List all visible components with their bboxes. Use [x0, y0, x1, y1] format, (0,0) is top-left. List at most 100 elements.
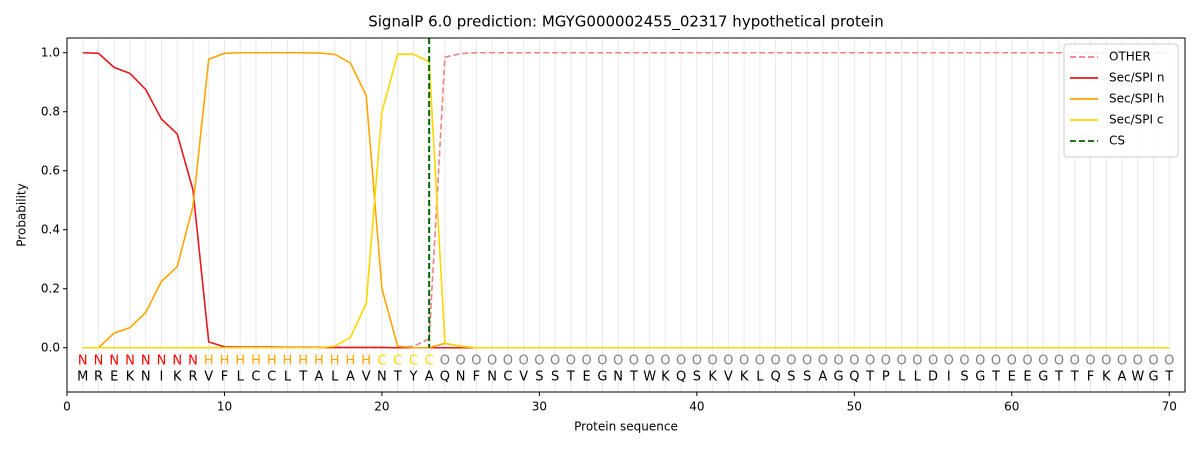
- residue: A: [346, 370, 355, 385]
- residue: T: [1070, 370, 1079, 385]
- residue: V: [724, 370, 733, 385]
- region-label: O: [1133, 354, 1143, 369]
- residue: D: [928, 370, 938, 385]
- x-tick-label: 10: [217, 400, 232, 414]
- region-label: O: [802, 354, 812, 369]
- x-tick-label: 30: [532, 400, 547, 414]
- region-label: O: [471, 354, 481, 369]
- region-label: O: [959, 354, 969, 369]
- region-label: C: [425, 354, 434, 369]
- x-tick-label: 0: [63, 400, 71, 414]
- region-label: O: [928, 354, 938, 369]
- residue: L: [331, 370, 339, 385]
- series-line: [82, 51, 1170, 349]
- region-label: H: [361, 354, 371, 369]
- region-label: C: [409, 354, 418, 369]
- residue: Q: [770, 370, 780, 385]
- region-label: O: [440, 354, 450, 369]
- x-tick-label: 60: [1004, 400, 1019, 414]
- region-label: O: [534, 354, 544, 369]
- residue: G: [597, 370, 607, 385]
- residue: K: [126, 370, 135, 385]
- residue: C: [251, 370, 260, 385]
- plot-frame: [66, 37, 1186, 393]
- region-label: C: [393, 354, 402, 369]
- residue: K: [708, 370, 717, 385]
- x-tick-label: 70: [1162, 400, 1177, 414]
- residue: L: [898, 370, 906, 385]
- region-label: H: [346, 354, 356, 369]
- chart-title: SignalP 6.0 prediction: MGYG000002455_02…: [368, 13, 884, 32]
- region-label: N: [94, 354, 104, 369]
- residue: T: [298, 370, 307, 385]
- residue: K: [1102, 370, 1111, 385]
- residue: K: [173, 370, 182, 385]
- region-label: N: [109, 354, 119, 369]
- y-axis-label: Probability: [15, 183, 29, 246]
- region-label: O: [739, 354, 749, 369]
- region-label: O: [1007, 354, 1017, 369]
- residue: G: [975, 370, 985, 385]
- region-label: O: [881, 354, 891, 369]
- residue: V: [204, 370, 213, 385]
- region-label: O: [786, 354, 796, 369]
- residue: C: [267, 370, 276, 385]
- legend-label: CS: [1109, 134, 1125, 148]
- residue: T: [629, 370, 638, 385]
- region-label: O: [613, 354, 623, 369]
- region-label: O: [1054, 354, 1064, 369]
- legend-label: Sec/SPI n: [1109, 71, 1164, 85]
- residue: A: [314, 370, 323, 385]
- residue: N: [377, 370, 387, 385]
- residue: F: [221, 370, 228, 385]
- region-label: H: [267, 354, 277, 369]
- region-label: N: [141, 354, 151, 369]
- series-line: [82, 53, 1170, 349]
- residue: N: [141, 370, 151, 385]
- region-label: O: [582, 354, 592, 369]
- legend-label: OTHER: [1109, 50, 1151, 64]
- residue: K: [661, 370, 670, 385]
- residue: T: [393, 370, 402, 385]
- residue: S: [535, 370, 543, 385]
- region-label: H: [235, 354, 245, 369]
- residue: E: [1023, 370, 1031, 385]
- region-label: O: [1164, 354, 1174, 369]
- legend-label: Sec/SPI c: [1109, 113, 1163, 127]
- residue: S: [787, 370, 795, 385]
- region-label: O: [597, 354, 607, 369]
- x-tick-label: 20: [374, 400, 389, 414]
- residue: F: [1087, 370, 1094, 385]
- region-label: O: [1022, 354, 1032, 369]
- residue: T: [865, 370, 874, 385]
- region-label: O: [865, 354, 875, 369]
- residue: A: [425, 370, 434, 385]
- legend-box: [1063, 43, 1179, 158]
- region-label: O: [1148, 354, 1158, 369]
- x-tick-label: 40: [689, 400, 704, 414]
- region-label: N: [172, 354, 182, 369]
- region-label: O: [629, 354, 639, 369]
- region-label: O: [818, 354, 828, 369]
- region-label: O: [566, 354, 576, 369]
- series-line: [82, 51, 1170, 349]
- region-label: N: [157, 354, 167, 369]
- residue: Q: [440, 370, 450, 385]
- residue: R: [188, 370, 197, 385]
- region-label: O: [755, 354, 765, 369]
- residue: G: [834, 370, 844, 385]
- region-label: O: [991, 354, 1001, 369]
- region-label: H: [204, 354, 214, 369]
- region-label: O: [975, 354, 985, 369]
- residue: M: [77, 370, 88, 385]
- residue: T: [566, 370, 575, 385]
- region-label: O: [770, 354, 780, 369]
- x-axis-label: Protein sequence: [574, 420, 678, 434]
- region-label: O: [896, 354, 906, 369]
- legend-label: Sec/SPI h: [1109, 92, 1164, 106]
- residue: G: [1148, 370, 1158, 385]
- region-label: N: [78, 354, 88, 369]
- region-label: H: [220, 354, 230, 369]
- region-label: O: [849, 354, 859, 369]
